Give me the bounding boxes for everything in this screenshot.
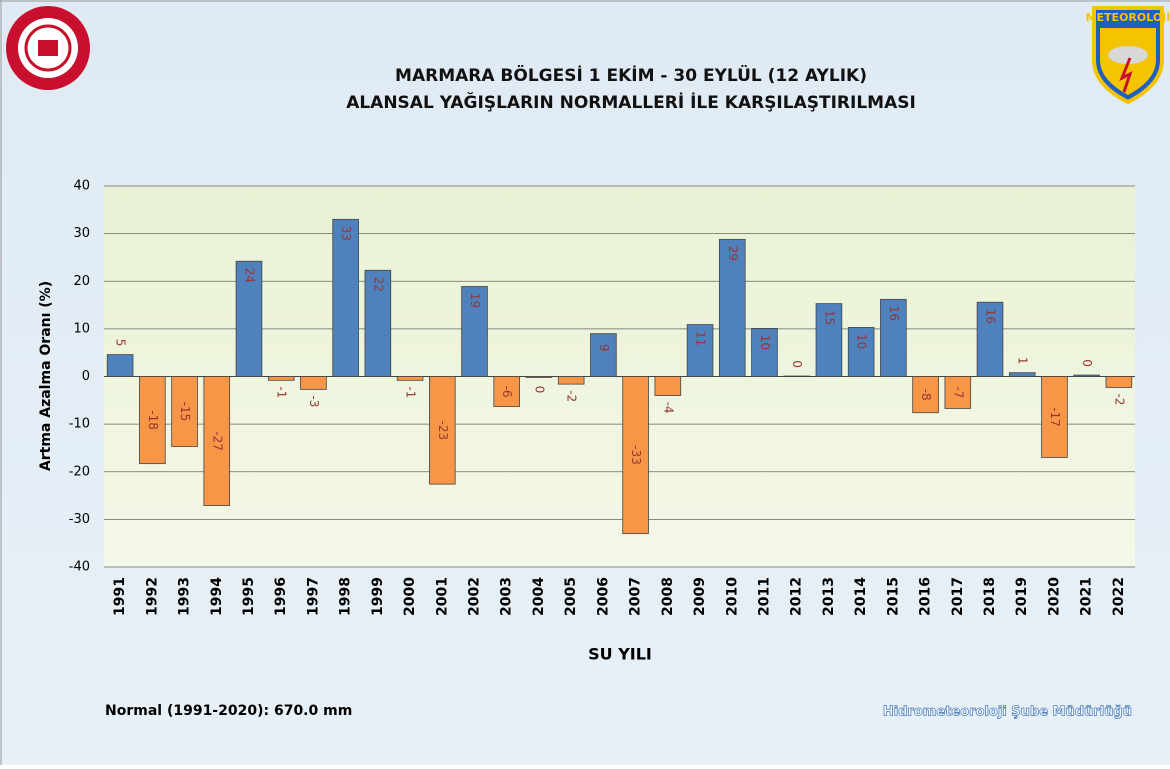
value-label: -2 <box>1112 393 1126 405</box>
value-label: 33 <box>339 226 353 241</box>
value-label: 1 <box>1016 357 1030 365</box>
value-label: -18 <box>146 410 160 430</box>
x-tick-label: 2009 <box>692 577 708 616</box>
value-label: 9 <box>597 344 611 352</box>
value-label: 0 <box>1080 359 1094 367</box>
x-tick-label: 2019 <box>1014 577 1030 616</box>
value-label: 24 <box>242 268 256 283</box>
value-label: 16 <box>984 309 998 324</box>
x-tick-label: 2010 <box>724 577 740 616</box>
value-label: -1 <box>404 386 418 398</box>
logo-text: METEOROLOJİ <box>1086 10 1170 24</box>
value-label: 29 <box>726 246 740 261</box>
x-tick-label: 2004 <box>531 577 547 616</box>
value-label: 10 <box>758 335 772 350</box>
x-tick-label: 2015 <box>885 577 901 616</box>
y-tick-label: 10 <box>73 321 90 336</box>
x-tick-label: 2016 <box>918 577 934 616</box>
value-label: -7 <box>951 386 965 398</box>
value-label: 19 <box>468 293 482 308</box>
x-tick-label: 2021 <box>1079 577 1095 616</box>
bar <box>526 377 552 378</box>
x-tick-label: 2020 <box>1046 577 1062 616</box>
value-label: 16 <box>887 306 901 321</box>
x-tick-label: 2006 <box>595 577 611 616</box>
x-axis-label: SU YILI <box>588 645 652 664</box>
value-label: -8 <box>919 389 933 401</box>
bar <box>301 377 327 390</box>
x-tick-label: 2018 <box>982 577 998 616</box>
y-tick-label: 40 <box>73 179 90 194</box>
value-label: 22 <box>371 277 385 292</box>
x-tick-label: 1998 <box>338 577 354 616</box>
x-tick-label: 2012 <box>789 577 805 616</box>
footer: Hidrometeoroloji Şube Müdürlüğü <box>883 705 1132 720</box>
x-tick-label: 2002 <box>467 577 483 616</box>
bar <box>558 377 584 385</box>
value-label: -17 <box>1048 407 1062 427</box>
x-tick-label: 2003 <box>499 577 515 616</box>
value-label: -33 <box>629 445 643 465</box>
y-tick-label: -40 <box>69 560 90 575</box>
x-tick-label: 2001 <box>434 577 450 616</box>
y-tick-label: -20 <box>69 464 90 479</box>
y-tick-label: 0 <box>82 369 90 384</box>
y-tick-label: 20 <box>73 274 90 289</box>
x-tick-label: 1993 <box>177 577 193 616</box>
x-tick-label: 1997 <box>305 577 321 616</box>
value-label: 10 <box>855 334 869 349</box>
x-tick-label: 2014 <box>853 577 869 616</box>
bar <box>107 355 133 377</box>
y-axis-label: Artma Azalma Oranı (%) <box>38 281 54 471</box>
x-tick-label: 1995 <box>241 577 257 616</box>
note: Normal (1991-2020): 670.0 mm <box>105 703 352 719</box>
x-tick-label: 1994 <box>209 577 225 616</box>
x-tick-label: 2000 <box>402 577 418 616</box>
x-tick-label: 2008 <box>660 577 676 616</box>
value-label: -23 <box>436 421 450 441</box>
bar <box>268 377 294 381</box>
bar <box>655 377 681 396</box>
x-tick-label: 2017 <box>950 577 966 616</box>
value-label: 0 <box>532 386 546 394</box>
x-tick-label: 2022 <box>1111 577 1127 616</box>
value-label: 11 <box>694 331 708 346</box>
value-label: -3 <box>307 395 321 407</box>
value-label: 0 <box>790 360 804 368</box>
bar <box>591 334 617 377</box>
x-tick-label: 2007 <box>628 577 644 616</box>
bar <box>333 219 359 376</box>
x-tick-label: 1999 <box>370 577 386 616</box>
y-tick-label: -10 <box>69 417 90 432</box>
x-tick-label: 1991 <box>112 577 128 616</box>
y-tick-label: -30 <box>69 512 90 527</box>
value-label: 5 <box>114 339 128 347</box>
chart: METEOROLOJİ MARMARA BÖLGESİ 1 EKİM - 30 … <box>0 0 1170 765</box>
bar <box>397 377 423 381</box>
chart-title: MARMARA BÖLGESİ 1 EKİM - 30 EYLÜL (12 AY… <box>395 64 867 86</box>
left-logo <box>6 6 90 90</box>
bar <box>1009 373 1035 377</box>
value-label: -4 <box>661 402 675 414</box>
bar <box>1074 375 1100 376</box>
x-tick-label: 2005 <box>563 577 579 616</box>
x-tick-label: 2013 <box>821 577 837 616</box>
value-label: -15 <box>178 402 192 422</box>
value-label: 15 <box>822 310 836 325</box>
value-label: -27 <box>210 431 224 451</box>
x-tick-label: 1992 <box>144 577 160 616</box>
bar <box>1106 377 1132 388</box>
x-tick-label: 2011 <box>756 577 772 616</box>
chart-title: ALANSAL YAĞIŞLARIN NORMALLERİ İLE KARŞIL… <box>346 91 916 113</box>
value-label: -6 <box>500 386 514 398</box>
y-tick-label: 30 <box>73 226 90 241</box>
x-tick-label: 1996 <box>273 577 289 616</box>
value-label: -1 <box>275 386 289 398</box>
value-label: -2 <box>565 390 579 402</box>
